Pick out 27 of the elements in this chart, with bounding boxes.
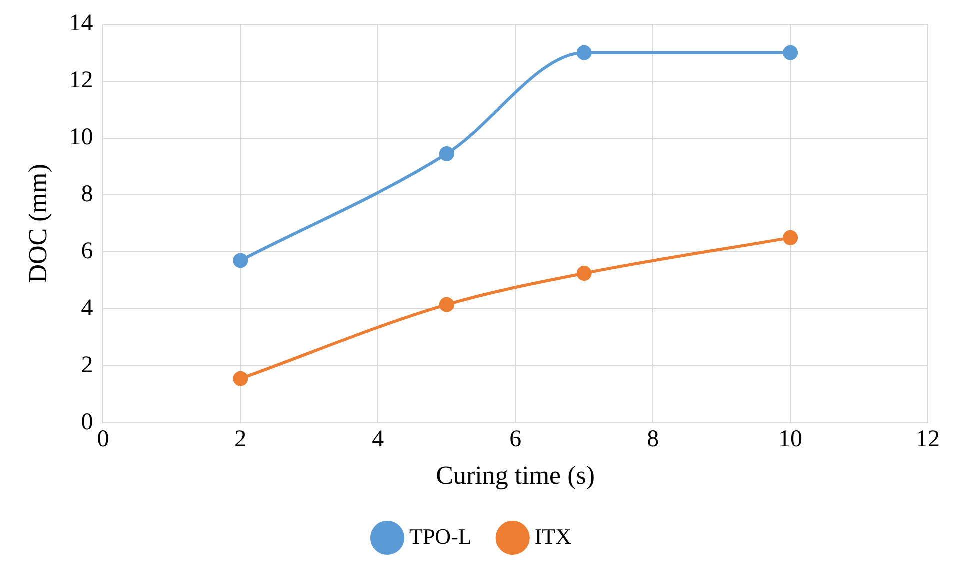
- x-tick-label: 0: [97, 426, 110, 453]
- point: [783, 230, 798, 246]
- x-tick-label: 4: [372, 426, 384, 453]
- point: [439, 146, 454, 162]
- y-tick-label: 8: [81, 182, 94, 208]
- y-tick-label: 10: [69, 124, 94, 151]
- y-axis-title: DOC (mm): [23, 164, 52, 284]
- x-tick-label: 10: [778, 426, 803, 453]
- y-tick-label: 2: [81, 352, 94, 378]
- point: [576, 266, 592, 282]
- y-tick-label: 4: [81, 295, 94, 322]
- point: [233, 371, 248, 386]
- y-tick-label: 6: [81, 238, 94, 264]
- y-tick-label: 12: [69, 68, 94, 94]
- point: [233, 253, 248, 268]
- x-tick-label: 8: [647, 426, 660, 453]
- legend-label: ITX: [534, 524, 572, 549]
- point: [439, 297, 454, 312]
- x-tick-label: 2: [234, 426, 247, 453]
- y-tick-label: 14: [69, 10, 94, 37]
- legend-label: TPO-L: [410, 524, 472, 549]
- point: [576, 45, 592, 60]
- y-tick-label: 0: [81, 409, 94, 436]
- x-axis-title: Curing time (s): [436, 461, 596, 490]
- x-tick-label: 12: [916, 426, 940, 453]
- x-tick-label: 6: [510, 426, 522, 453]
- point: [783, 45, 798, 60]
